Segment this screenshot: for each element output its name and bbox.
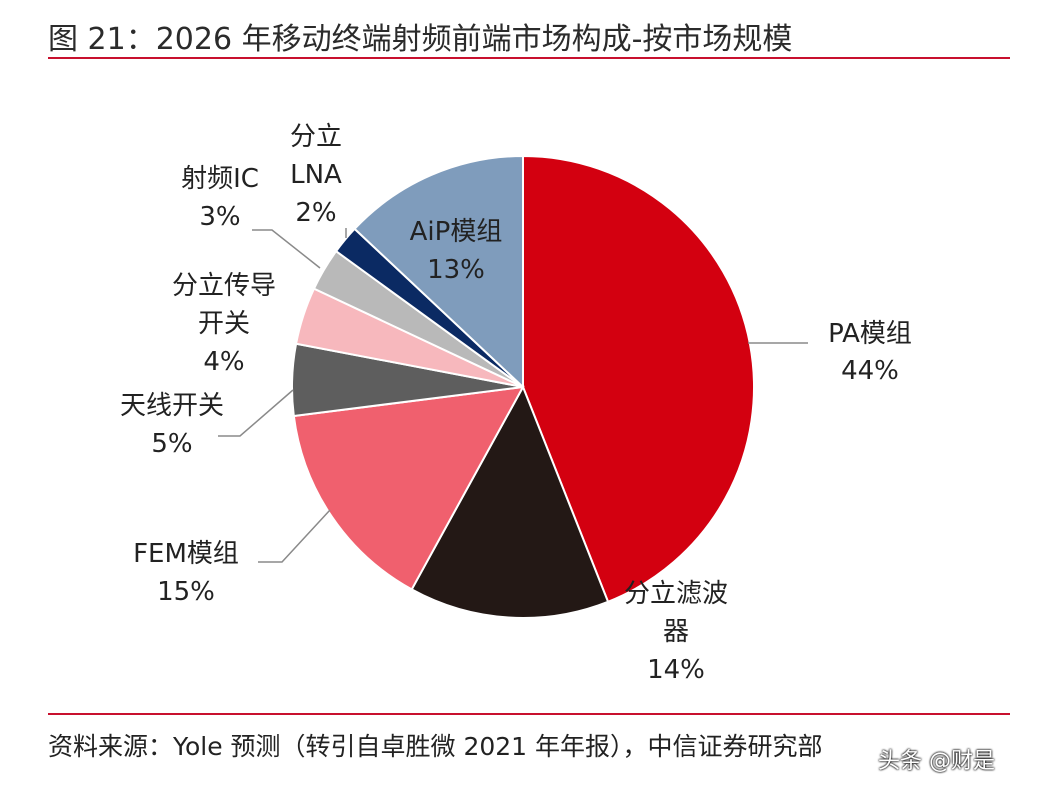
chart-title: 图 21：2026 年移动终端射频前端市场构成-按市场规模 xyxy=(48,22,793,57)
watermark: 头条 @财是 xyxy=(878,749,995,774)
data-label-switch: 分立传导开关 4% xyxy=(172,271,276,377)
data-label-pa: PA模组 44% xyxy=(828,319,912,386)
source-divider xyxy=(48,713,1010,715)
source-note: 资料来源：Yole 预测（转引自卓胜微 2021 年年报），中信证券研究部 xyxy=(48,732,823,761)
leader-line-antenna xyxy=(218,389,294,437)
pie-slice-filter xyxy=(410,384,610,619)
data-label-rfic: 射频IC 3% xyxy=(181,164,259,232)
leader-line-fem xyxy=(258,509,331,563)
data-label-fem: FEM模组 15% xyxy=(133,539,239,607)
data-label-antenna: 天线开关 5% xyxy=(120,391,224,459)
pie-slice-aip xyxy=(353,154,524,390)
data-label-lna: 分立 LNA 2% xyxy=(290,122,342,228)
data-label-filter: 分立滤波器 14% xyxy=(624,579,728,685)
pie-slice-fem xyxy=(292,385,525,591)
title-divider xyxy=(48,57,1010,59)
data-label-aip: AiP模组 13% xyxy=(410,217,503,285)
leader-line-rfic xyxy=(252,229,321,269)
